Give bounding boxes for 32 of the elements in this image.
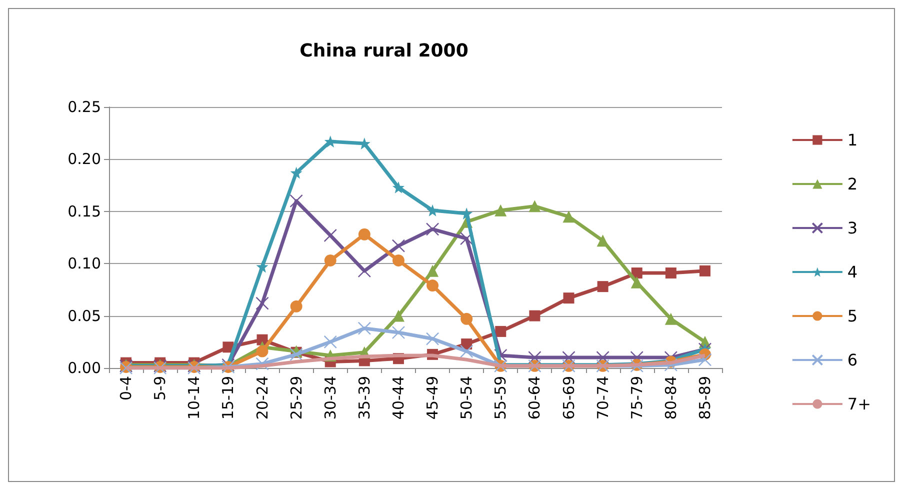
x-tick-label: 50-54: [458, 376, 476, 420]
x-tick-label: 85-89: [696, 376, 714, 420]
y-tick-label: 0.20: [68, 150, 101, 168]
legend-label: 6: [847, 350, 858, 370]
chart-title: China rural 2000: [300, 40, 468, 62]
x-tick-label: 75-79: [628, 376, 646, 420]
x-tick-label: 15-19: [219, 376, 238, 420]
x-tick-label: 5-9: [151, 376, 170, 400]
x-tick-label: 55-59: [492, 376, 510, 420]
y-tick-label: 0.15: [68, 202, 101, 220]
x-tick-label: 10-14: [185, 376, 204, 420]
x-tick-label: 30-34: [321, 376, 340, 420]
x-tick-label: 20-24: [253, 376, 272, 420]
x-tick-label: 40-44: [389, 376, 408, 420]
x-tick-label: 45-49: [424, 376, 442, 420]
x-tick-label: 60-64: [526, 376, 544, 420]
legend-label: 3: [847, 218, 858, 238]
x-tick-label: 70-74: [594, 376, 612, 420]
y-tick-label: 0.25: [68, 98, 101, 116]
legend-label: 4: [847, 262, 858, 282]
y-tick-label: 0.05: [68, 306, 101, 325]
legend-label: 7+: [847, 394, 872, 414]
legend-label: 1: [847, 130, 858, 150]
x-tick-label: 35-39: [355, 376, 374, 420]
x-tick-label: 80-84: [662, 376, 680, 420]
x-tick-label: 65-69: [560, 376, 578, 420]
y-tick-label: 0.00: [68, 359, 101, 377]
y-tick-label: 0.10: [68, 254, 101, 273]
legend-label: 2: [847, 174, 858, 194]
x-tick-label: 0-4: [117, 376, 136, 400]
legend-label: 5: [847, 306, 858, 326]
x-tick-label: 25-29: [287, 376, 306, 420]
